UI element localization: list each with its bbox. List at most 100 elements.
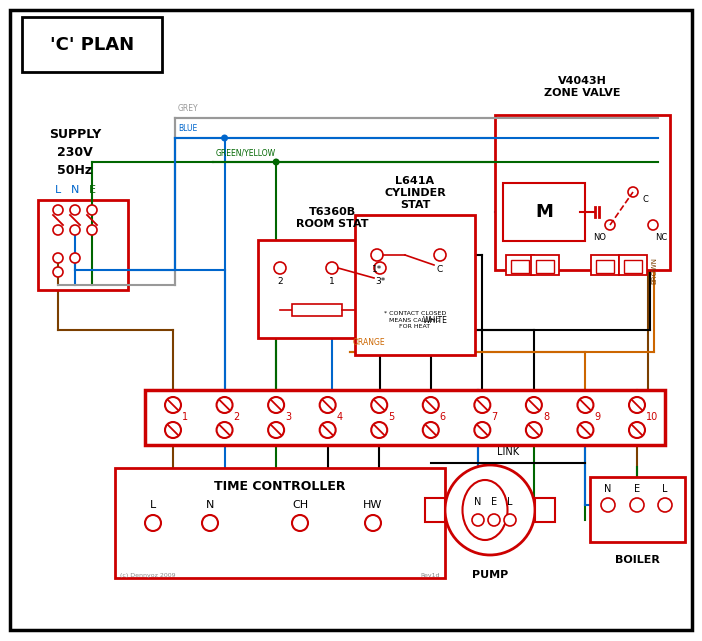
Text: BROWN: BROWN [651, 256, 657, 283]
Circle shape [628, 187, 638, 197]
Circle shape [319, 422, 336, 438]
Text: L: L [508, 497, 512, 507]
Text: NO: NO [593, 233, 607, 242]
Text: V4043H
ZONE VALVE: V4043H ZONE VALVE [544, 76, 621, 98]
Text: E: E [491, 497, 497, 507]
Text: 3: 3 [285, 413, 291, 422]
Circle shape [70, 225, 80, 235]
Text: 2: 2 [277, 278, 283, 287]
Bar [591, 255, 619, 275]
Text: E: E [88, 185, 95, 195]
Circle shape [53, 267, 63, 277]
Circle shape [268, 422, 284, 438]
Circle shape [488, 514, 500, 526]
Bar [425, 498, 445, 522]
Text: 4: 4 [337, 413, 343, 422]
Text: * CONTACT CLOSED
MEANS CALLING
FOR HEAT: * CONTACT CLOSED MEANS CALLING FOR HEAT [384, 311, 446, 329]
Circle shape [53, 253, 63, 263]
Text: L641A
CYLINDER
STAT: L641A CYLINDER STAT [384, 176, 446, 210]
Text: C: C [642, 196, 648, 204]
Text: E: E [634, 484, 640, 494]
Circle shape [221, 135, 228, 142]
Text: 10: 10 [646, 413, 658, 422]
Bar [258, 240, 406, 338]
Circle shape [216, 397, 232, 413]
Circle shape [371, 249, 383, 261]
Text: N: N [604, 484, 611, 494]
Circle shape [526, 422, 542, 438]
Text: 1*: 1* [372, 265, 382, 274]
Text: (c) Dennyoz 2009: (c) Dennyoz 2009 [120, 573, 176, 578]
Bar [536, 260, 554, 273]
Circle shape [165, 397, 181, 413]
Circle shape [658, 498, 672, 512]
Circle shape [434, 249, 446, 261]
Circle shape [292, 515, 308, 531]
Circle shape [53, 205, 63, 215]
Text: L: L [55, 185, 61, 195]
Bar [503, 183, 585, 241]
Text: 1: 1 [182, 413, 188, 422]
Text: SUPPLY
230V
50Hz: SUPPLY 230V 50Hz [49, 128, 101, 177]
Circle shape [145, 515, 161, 531]
Text: T6360B
ROOM STAT: T6360B ROOM STAT [296, 207, 369, 229]
Circle shape [371, 422, 388, 438]
Bar [596, 260, 614, 273]
Text: N: N [206, 500, 214, 510]
Circle shape [319, 397, 336, 413]
Text: NC: NC [655, 233, 667, 242]
Text: BOILER: BOILER [615, 555, 660, 565]
Circle shape [202, 515, 218, 531]
Circle shape [578, 397, 593, 413]
Text: 3*: 3* [375, 278, 385, 287]
Text: 1: 1 [329, 278, 335, 287]
Circle shape [374, 262, 386, 274]
Bar [531, 255, 559, 275]
Text: L: L [662, 484, 668, 494]
Bar [115, 468, 445, 578]
Circle shape [365, 515, 381, 531]
Text: C: C [437, 265, 443, 274]
Bar [624, 260, 642, 273]
Text: Rev1d: Rev1d [420, 573, 440, 578]
Text: BLUE: BLUE [178, 124, 197, 133]
Circle shape [165, 422, 181, 438]
Bar [619, 255, 647, 275]
Circle shape [475, 422, 490, 438]
Circle shape [648, 220, 658, 230]
Circle shape [601, 498, 615, 512]
Circle shape [272, 158, 279, 165]
Text: PUMP: PUMP [472, 570, 508, 580]
Bar [292, 304, 342, 316]
Text: ORANGE: ORANGE [353, 338, 385, 347]
Text: 2: 2 [234, 413, 240, 422]
Circle shape [87, 225, 97, 235]
Text: WHITE: WHITE [423, 316, 448, 325]
Bar [506, 255, 534, 275]
Circle shape [445, 465, 535, 555]
Text: 'C' PLAN: 'C' PLAN [50, 36, 134, 54]
Circle shape [423, 397, 439, 413]
Text: 8: 8 [543, 413, 549, 422]
Circle shape [53, 225, 63, 235]
Circle shape [630, 498, 644, 512]
Ellipse shape [463, 480, 508, 540]
Text: TIME CONTROLLER: TIME CONTROLLER [214, 479, 346, 492]
Circle shape [70, 253, 80, 263]
Bar [355, 215, 475, 355]
Bar [495, 115, 670, 270]
Text: 9: 9 [595, 413, 601, 422]
Text: 7: 7 [491, 413, 498, 422]
Circle shape [87, 205, 97, 215]
Text: GREY: GREY [178, 104, 199, 113]
Circle shape [423, 422, 439, 438]
Circle shape [629, 397, 645, 413]
Text: 5: 5 [388, 413, 395, 422]
Text: CH: CH [292, 500, 308, 510]
Circle shape [70, 205, 80, 215]
Circle shape [605, 220, 615, 230]
Text: HW: HW [364, 500, 383, 510]
Bar [511, 260, 529, 273]
Circle shape [578, 422, 593, 438]
Circle shape [475, 397, 490, 413]
